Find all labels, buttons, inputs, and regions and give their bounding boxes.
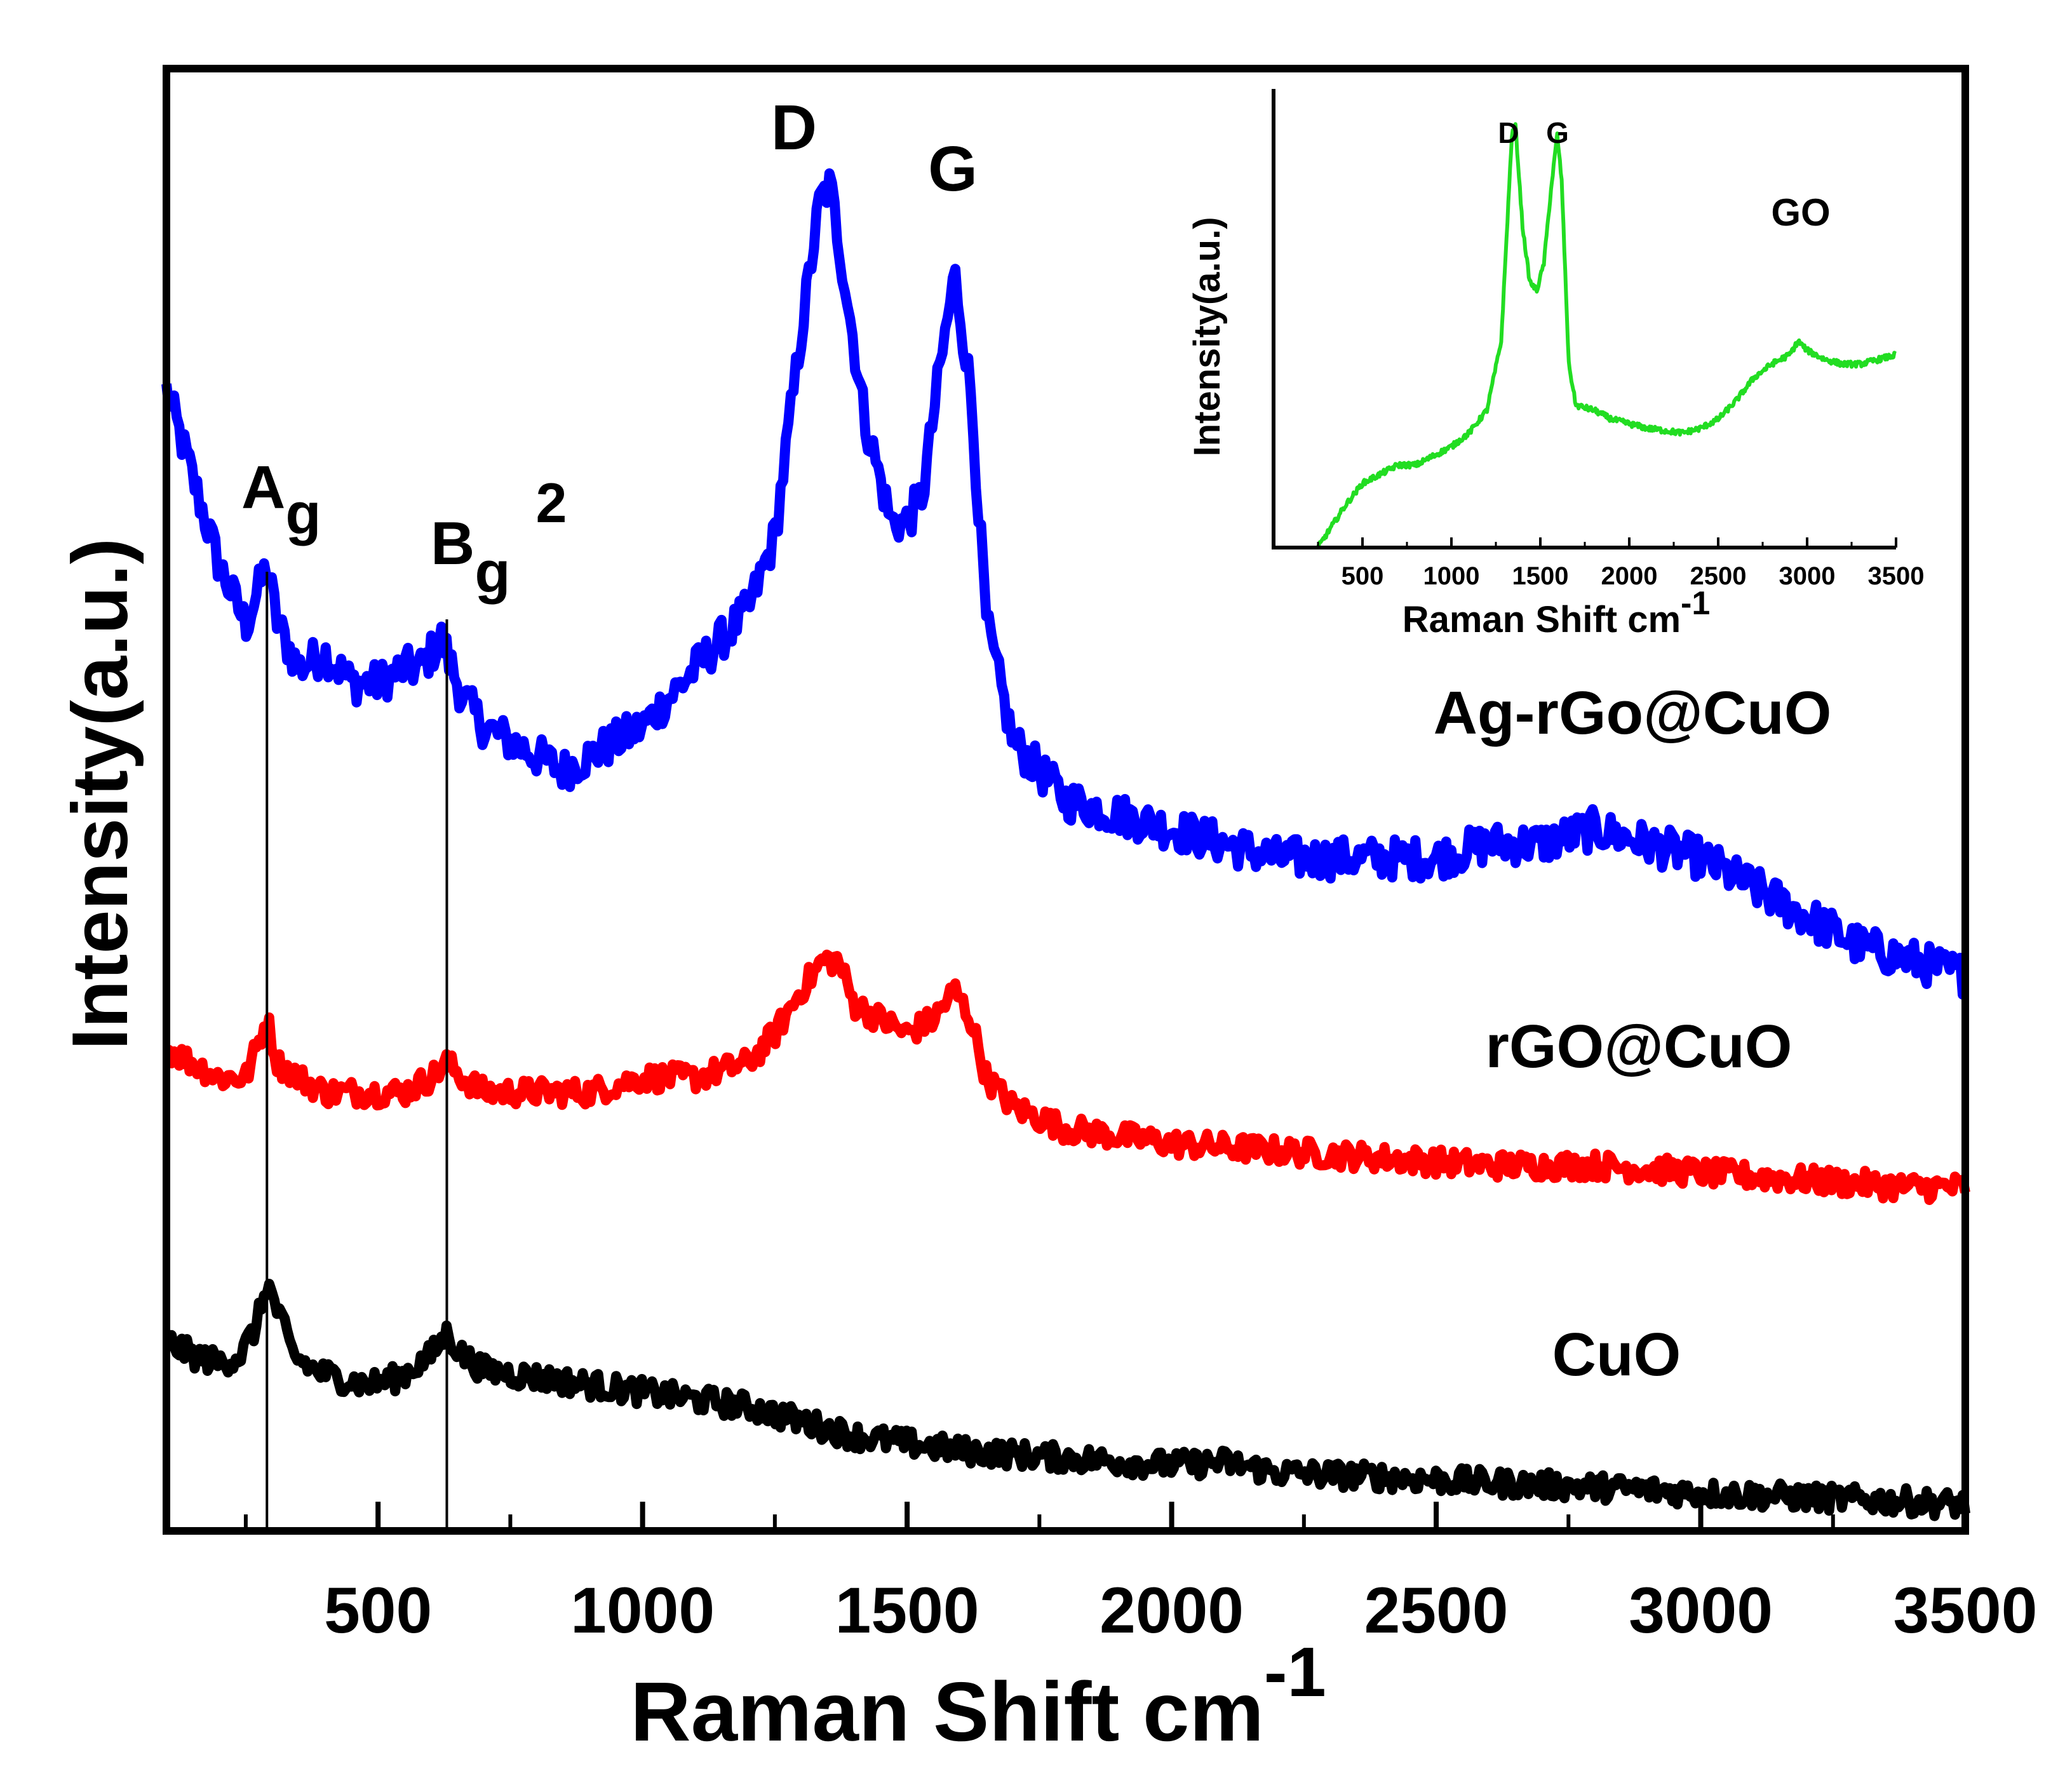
inset-tick-label-1500: 1500 [1512,562,1569,590]
main-series-group [161,168,1970,1521]
inset-x-ticks: 500 1000 1500 2000 2500 3000 3500 [1272,537,1925,590]
main-series-ag-rgo-cuo [161,168,1968,1000]
reference-lines [266,572,448,1528]
series-label-cuo: CuO [1552,1321,1681,1389]
main-tick-label-3000: 3000 [1629,1574,1773,1647]
series-label-ag-rgo-cuo: Ag-rGo@CuO [1434,679,1832,747]
inset-annotation-d: D [1498,116,1519,149]
inset-tick-label-3500: 3500 [1868,562,1925,590]
annotation-g: G [928,133,978,205]
inset-ylabel: Intensity(a.u.) [1187,217,1228,456]
inset-annotation-g: G [1546,116,1569,149]
main-tick-label-1500: 1500 [835,1574,979,1647]
annotation-d: D [771,92,817,163]
inset-series-group [1316,122,1897,548]
inset-plot: 500 1000 1500 2000 2500 3000 3500 Intensity(a.… [1187,89,1924,640]
inset-tick-label-2000: 2000 [1601,562,1658,590]
annotation-ag: Ag [241,454,321,546]
main-xlabel-text: Raman Shift cm [630,1665,1264,1758]
main-series-cuo [163,1279,1970,1521]
inset-annotation-go: GO [1771,191,1830,234]
inset-tick-label-2500: 2500 [1690,562,1747,590]
main-tick-label-1000: 1000 [570,1574,715,1647]
inset-series-go [1316,122,1897,548]
main-tick-label-3500: 3500 [1893,1574,2038,1647]
inset-tick-label-1000: 1000 [1423,562,1480,590]
inset-tick-label-500: 500 [1342,562,1384,590]
main-xlabel-superscript: -1 [1264,1633,1326,1711]
series-label-rgo-cuo: rGO@CuO [1486,1013,1793,1081]
main-ylabel: Intensity(a.u.) [57,538,144,1050]
inset-xlabel: Raman Shift cm-1 [1402,585,1711,640]
inset-tick-label-3000: 3000 [1779,562,1836,590]
annotation-bg2-main: B [431,509,474,577]
annotation-bg2-sub: g [474,540,510,605]
main-series-rgo-cuo [164,949,1970,1205]
main-tick-label-2000: 2000 [1100,1574,1244,1647]
main-xlabel: Raman Shift cm-1 [630,1633,1326,1758]
inset-xlabel-superscript: -1 [1681,585,1710,622]
annotation-bg2: Bg2 [431,471,567,605]
main-tick-label-2500: 2500 [1364,1574,1509,1647]
main-tick-label-500: 500 [324,1574,432,1647]
annotation-ag-main: A [241,454,285,522]
inset-xlabel-text: Raman Shift cm [1402,599,1681,640]
main-plot-frame [163,65,1969,1535]
annotation-bg2-sup: 2 [536,471,567,534]
annotation-ag-sub: g [285,482,321,546]
main-plot: 500 1000 1500 2000 2500 3000 3500 Intensity(a.… [57,65,2038,1758]
main-x-ticks: 500 1000 1500 2000 2500 3000 3500 [243,1502,2038,1647]
